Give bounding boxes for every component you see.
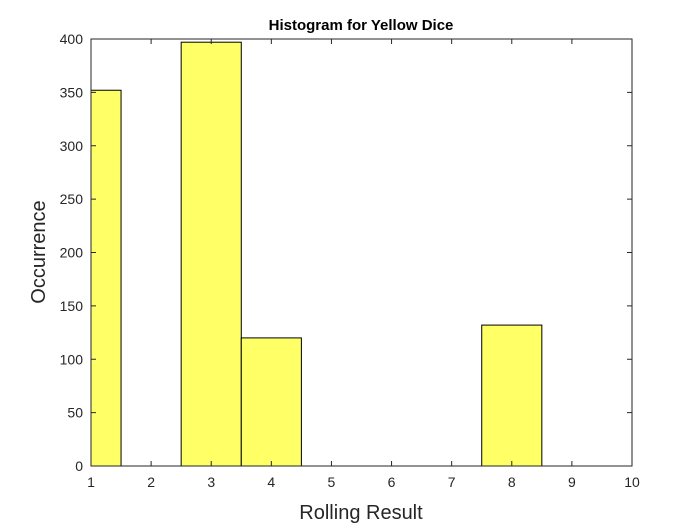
x-tick-label: 2 (147, 474, 155, 490)
chart-title: Histogram for Yellow Dice (269, 17, 454, 34)
y-tick-label: 250 (60, 191, 84, 207)
y-tick-label: 100 (60, 351, 84, 367)
y-tick-label: 350 (60, 84, 84, 100)
histogram-bar (240, 337, 302, 466)
y-tick-label: 300 (60, 138, 84, 154)
y-tick-label: 0 (75, 458, 83, 474)
y-axis-ticks: 0 50 100 150 200 250 300 350 400 (60, 31, 632, 474)
y-tick-label: 400 (60, 31, 84, 47)
x-tick-label: 10 (624, 474, 640, 490)
histogram-bar (481, 324, 543, 466)
y-tick-label: 50 (67, 405, 83, 421)
x-tick-label: 1 (87, 474, 95, 490)
plot-background (91, 39, 632, 466)
x-tick-label: 5 (328, 474, 336, 490)
histogram-bar (91, 89, 122, 466)
bars-group (91, 41, 543, 466)
x-axis-ticks: 1 2 3 4 5 6 7 8 9 10 (87, 39, 640, 490)
x-tick-label: 7 (448, 474, 456, 490)
x-tick-label: 9 (568, 474, 576, 490)
y-axis-label: Occurrence (28, 200, 50, 303)
y-tick-label: 150 (60, 298, 84, 314)
x-tick-label: 8 (508, 474, 516, 490)
x-tick-label: 3 (207, 474, 215, 490)
x-tick-label: 4 (267, 474, 275, 490)
x-axis-label: Rolling Result (299, 502, 423, 524)
y-tick-label: 200 (60, 245, 84, 261)
histogram-bar (180, 41, 242, 466)
x-tick-label: 6 (388, 474, 396, 490)
